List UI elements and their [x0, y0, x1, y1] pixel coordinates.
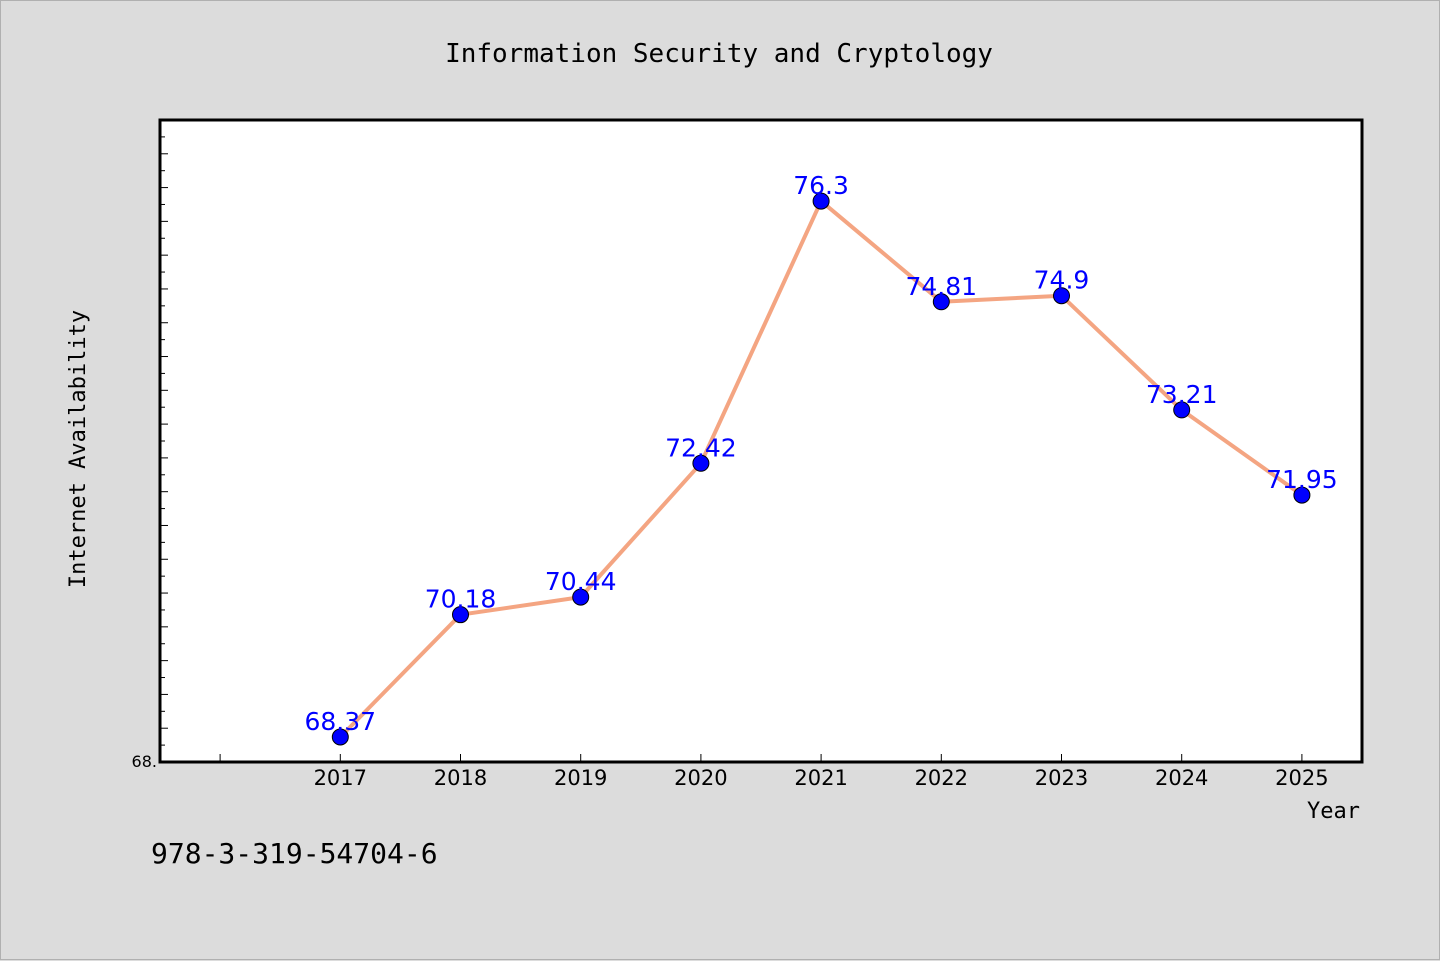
data-point: [452, 606, 469, 624]
x-tick-label: 2018: [434, 766, 487, 790]
data-label: 70.44: [545, 567, 617, 596]
x-axis-ticks: 2017 2018 2019 2020 2021 2022 2023 2024 2025: [219, 754, 1329, 790]
y-axis-label: Internet Availability: [66, 310, 91, 588]
x-tick-label: 2025: [1275, 766, 1328, 790]
data-point: [1053, 287, 1070, 305]
data-label: 70.18: [425, 585, 497, 614]
footer-isbn: 978-3-319-54704-6: [151, 837, 438, 870]
x-tick-label: 2020: [674, 766, 727, 790]
x-tick-label: 2021: [794, 766, 847, 790]
plot-area: [158, 118, 1364, 764]
x-tick-label: 2017: [314, 766, 367, 790]
y-tick-label: 68.: [132, 752, 157, 771]
data-point: [932, 293, 950, 311]
data-point: [692, 454, 710, 472]
data-point: [572, 588, 590, 606]
data-label: 76.3: [793, 171, 849, 200]
x-tick-label: 2024: [1155, 766, 1208, 790]
series-layer: 68.37 70.18 70.44 72.42 76.3 74.81 74.9 73.21 71…: [305, 171, 1338, 746]
x-tick-label: 2022: [915, 766, 968, 790]
data-label: 68.37: [305, 707, 377, 736]
data-label: 72.42: [665, 433, 737, 462]
y-axis-ticks: 68.: [132, 119, 168, 771]
x-axis-label: Year: [1307, 799, 1360, 824]
data-label: 74.81: [906, 272, 978, 301]
data-label: 73.21: [1146, 380, 1218, 409]
data-point: [1293, 486, 1311, 504]
data-point: [812, 192, 830, 210]
x-tick-label: 2023: [1035, 766, 1088, 790]
data-point: [331, 728, 349, 746]
chart-title: Information Security and Cryptology: [445, 39, 993, 69]
data-point: [1173, 401, 1191, 419]
x-tick-label: 2019: [554, 766, 607, 790]
data-label: 71.95: [1266, 465, 1338, 494]
data-label: 74.9: [1034, 266, 1090, 295]
